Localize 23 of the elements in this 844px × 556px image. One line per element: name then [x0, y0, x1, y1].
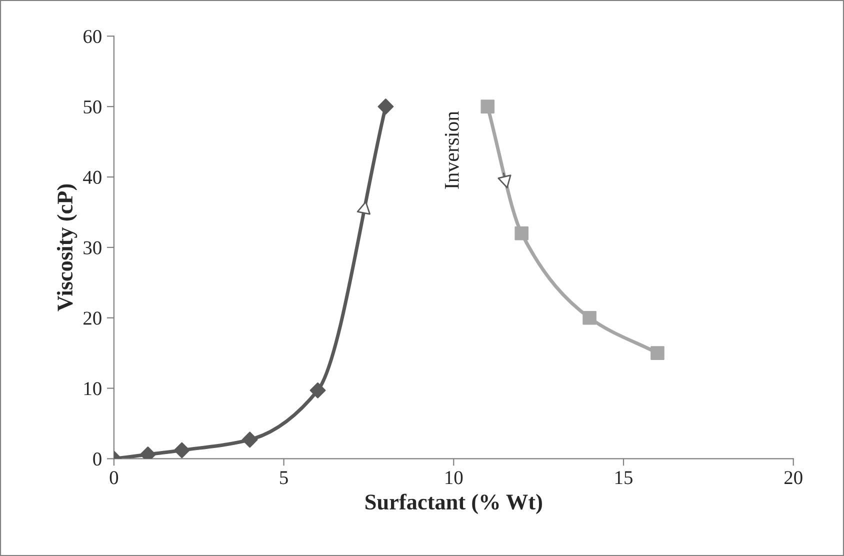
x-tick-label: 15	[615, 471, 632, 484]
y-tick-label: 10	[84, 382, 102, 396]
y-axis-title: Viscosity (cP)	[56, 184, 78, 312]
point	[480, 100, 495, 114]
point	[514, 226, 528, 240]
point	[378, 98, 394, 115]
y-tick-label: 60	[84, 30, 102, 44]
x-tick-label: 5	[280, 471, 288, 484]
y-tick-label: 40	[83, 170, 102, 184]
x-tick-label: 10	[446, 471, 463, 484]
x-axis-title: Surfactant (% Wt)	[366, 494, 542, 514]
point	[582, 310, 596, 325]
annotation: Inversion	[444, 111, 459, 189]
y-tick-label: 0	[93, 452, 102, 466]
y-tick-label: 20	[84, 312, 102, 325]
point	[174, 442, 190, 458]
point	[242, 432, 258, 448]
point	[650, 346, 664, 360]
x-tick-label: 0	[110, 471, 118, 484]
y-tick-label: 30	[84, 241, 102, 254]
point	[310, 382, 326, 398]
x-tick-label: 20	[784, 471, 802, 484]
y-tick-label: 50	[84, 100, 102, 114]
